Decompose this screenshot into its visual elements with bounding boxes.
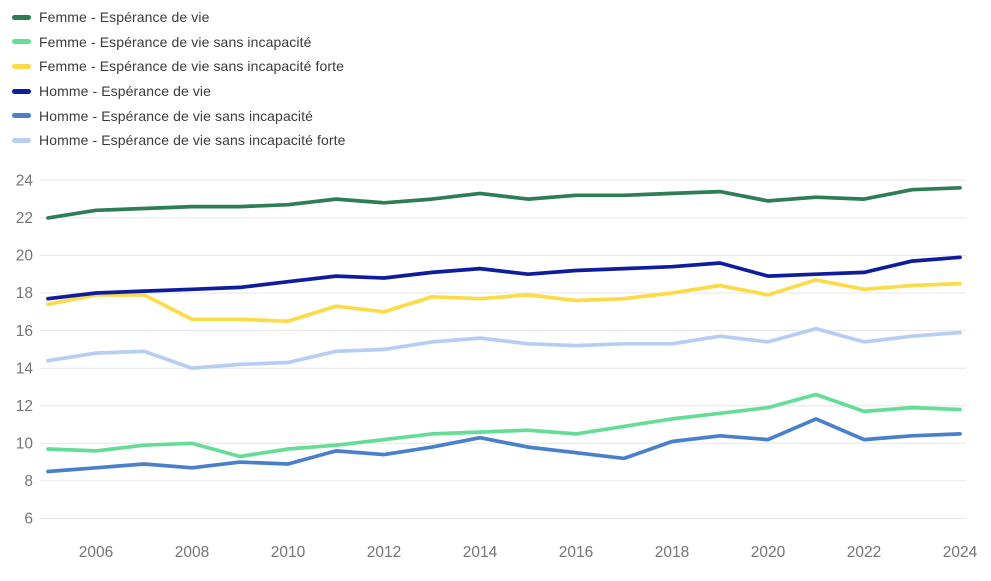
legend-swatch-icon [12,137,31,143]
series-line-0 [46,185,962,220]
legend-swatch-icon [12,113,31,119]
series-line-5 [46,326,962,371]
x-tick-label: 2016 [559,544,593,561]
x-axis-labels: 2006 2008 2010 2012 2014 2016 2018 2020 2022 2024 [79,544,978,561]
x-tick-label: 2024 [943,544,978,561]
y-tick-label: 14 [16,360,34,377]
y-tick-label: 24 [16,173,34,190]
legend-label: Homme - Espérance de vie sans incapacité [39,107,314,124]
x-tick-label: 2018 [655,544,689,561]
legend-label: Femme - Espérance de vie sans incapacité… [39,58,344,75]
legend-label: Femme - Espérance de vie sans incapacité [39,33,312,50]
gridlines [40,179,966,519]
legend-item: Homme - Espérance de vie sans incapacité [12,103,346,128]
y-tick-label: 10 [16,436,34,453]
legend-item: Femme - Espérance de vie sans incapacité… [12,54,346,79]
x-tick-label: 2008 [175,544,209,561]
legend-item: Femme - Espérance de vie [12,5,346,30]
x-tick-label: 2020 [751,544,786,561]
chart-legend: Femme - Espérance de vie Femme - Espéranc… [12,5,346,153]
series-line-1 [46,392,962,459]
y-tick-label: 22 [16,210,33,227]
series-line-3 [46,255,962,301]
legend-swatch-icon [12,88,31,94]
x-tick-label: 2014 [463,544,498,561]
x-tick-label: 2022 [847,544,881,561]
y-tick-label: 16 [16,323,33,340]
y-tick-label: 18 [16,285,33,302]
y-tick-label: 8 [24,473,33,490]
legend-swatch-icon [12,63,31,69]
legend-item: Femme - Espérance de vie sans incapacité [12,30,346,55]
y-axis-labels: 6 8 10 12 14 16 18 20 22 24 [16,173,34,528]
series-line-2 [46,278,962,324]
y-tick-label: 12 [16,398,33,415]
legend-label: Homme - Espérance de vie sans incapacité… [39,132,346,149]
y-tick-label: 6 [24,511,33,528]
legend-item: Homme - Espérance de vie sans incapacité… [12,128,346,153]
legend-label: Homme - Espérance de vie [39,83,212,100]
x-tick-label: 2012 [367,544,401,561]
y-tick-label: 20 [16,248,34,265]
legend-swatch-icon [12,14,31,20]
legend-swatch-icon [12,39,31,45]
series-line-4 [46,417,962,474]
legend-label: Femme - Espérance de vie [39,9,210,26]
x-tick-label: 2006 [79,544,113,561]
x-tick-label: 2010 [271,544,306,561]
legend-item: Homme - Espérance de vie [12,79,346,104]
